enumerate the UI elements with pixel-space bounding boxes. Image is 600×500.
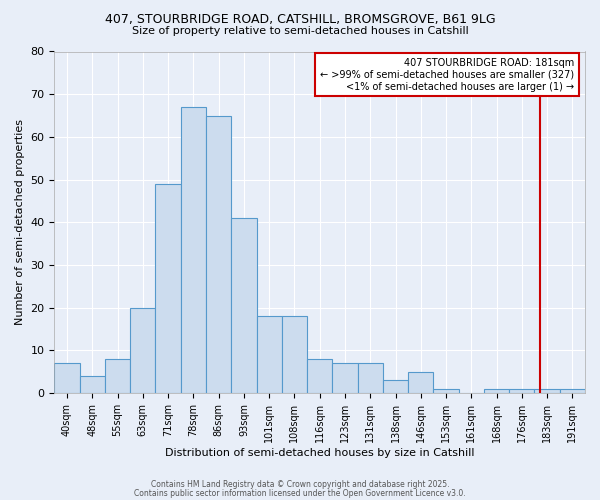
Y-axis label: Number of semi-detached properties: Number of semi-detached properties (15, 119, 25, 325)
Bar (408, 372, 433, 393)
Text: 407 STOURBRIDGE ROAD: 181sqm
← >99% of semi-detached houses are smaller (327)
<1: 407 STOURBRIDGE ROAD: 181sqm ← >99% of s… (320, 58, 574, 92)
Bar (484, 388, 509, 393)
Bar (383, 380, 408, 393)
Text: 407, STOURBRIDGE ROAD, CATSHILL, BROMSGROVE, B61 9LG: 407, STOURBRIDGE ROAD, CATSHILL, BROMSGR… (104, 12, 496, 26)
Bar (332, 363, 358, 393)
X-axis label: Distribution of semi-detached houses by size in Catshill: Distribution of semi-detached houses by … (165, 448, 475, 458)
Bar (130, 308, 155, 393)
Text: Size of property relative to semi-detached houses in Catshill: Size of property relative to semi-detach… (131, 26, 469, 36)
Bar (307, 359, 332, 393)
Bar (55, 363, 80, 393)
Bar (181, 107, 206, 393)
Bar (231, 218, 257, 393)
Bar (206, 116, 231, 393)
Text: Contains public sector information licensed under the Open Government Licence v3: Contains public sector information licen… (134, 488, 466, 498)
Bar (105, 359, 130, 393)
Bar (433, 388, 458, 393)
Bar (80, 376, 105, 393)
Text: Contains HM Land Registry data © Crown copyright and database right 2025.: Contains HM Land Registry data © Crown c… (151, 480, 449, 489)
Bar (535, 388, 560, 393)
Bar (509, 388, 535, 393)
Bar (257, 316, 282, 393)
Bar (560, 388, 585, 393)
Bar (282, 316, 307, 393)
Bar (155, 184, 181, 393)
Bar (358, 363, 383, 393)
